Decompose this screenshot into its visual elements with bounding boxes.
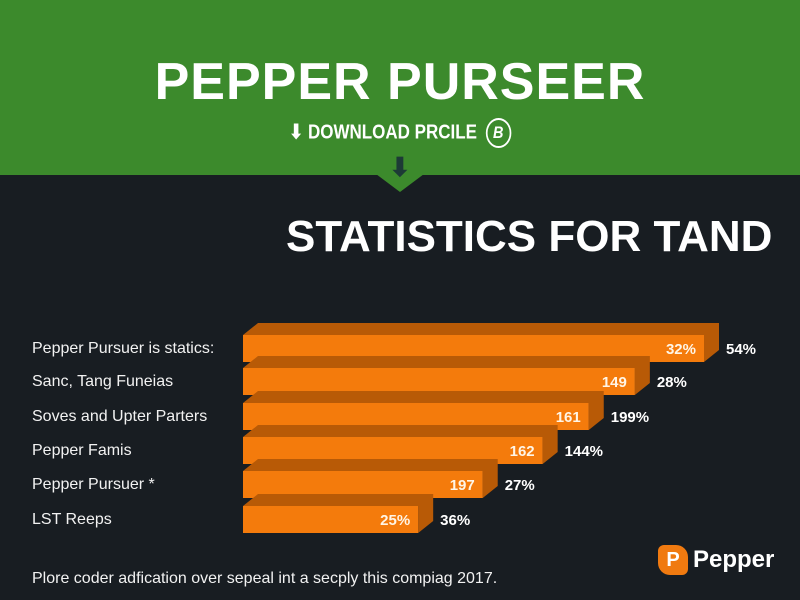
banner-notch (376, 174, 424, 192)
bar-inner-label: 162 (510, 443, 535, 460)
pepper-logo: P Pepper (658, 545, 774, 575)
category-label: Sanc, Tang Funeias (32, 373, 174, 390)
category-label: Pepper Famis (32, 442, 132, 459)
bar (243, 368, 635, 395)
category-label: LST Reeps (32, 511, 112, 528)
bar (243, 506, 419, 533)
bar-outer-label: 144% (565, 443, 603, 460)
category-label: Pepper Pursuer is statics: (32, 340, 215, 357)
category-label: Pepper Pursuer * (32, 476, 155, 493)
bar-outer-label: 28% (657, 374, 687, 391)
bar-top-face (243, 323, 719, 362)
bar-outer-label: 54% (726, 341, 756, 358)
bar-outer-label: 199% (611, 409, 649, 426)
bar-inner-label: 25% (380, 512, 410, 529)
bar-top-face (243, 494, 434, 533)
page-title: PEPPER PURSEER (154, 53, 646, 111)
arrow-down-icon: ⬇ (288, 121, 304, 144)
logo-icon: P (658, 545, 688, 575)
bar-top-face (243, 391, 604, 430)
bar (243, 471, 483, 498)
bar-inner-label: 149 (602, 374, 627, 391)
bar-outer-label: 27% (505, 477, 535, 494)
bar-inner-label: 161 (556, 409, 581, 426)
logo-text: Pepper (693, 546, 775, 573)
arrow-down-icon: ⬇ (389, 152, 411, 182)
download-label: DOWNLOAD PRCILE (307, 121, 478, 144)
bar-inner-label: 32% (666, 341, 696, 358)
bar-top-face (243, 425, 558, 464)
download-link[interactable]: ⬇ DOWNLOAD PRCILE B (60, 118, 740, 148)
bar-top-face (243, 459, 498, 498)
footer-note: Plore coder adfication over sepeal int a… (32, 570, 498, 587)
bar-inner-label: 197 (450, 477, 475, 494)
category-label: Soves and Upter Parters (32, 408, 208, 425)
badge-icon: B (485, 118, 512, 148)
header-banner (0, 0, 800, 175)
bar-top-face (243, 356, 650, 395)
chart-title: STATISTICS FOR TAND (286, 212, 773, 261)
bar-outer-label: 36% (440, 512, 470, 529)
